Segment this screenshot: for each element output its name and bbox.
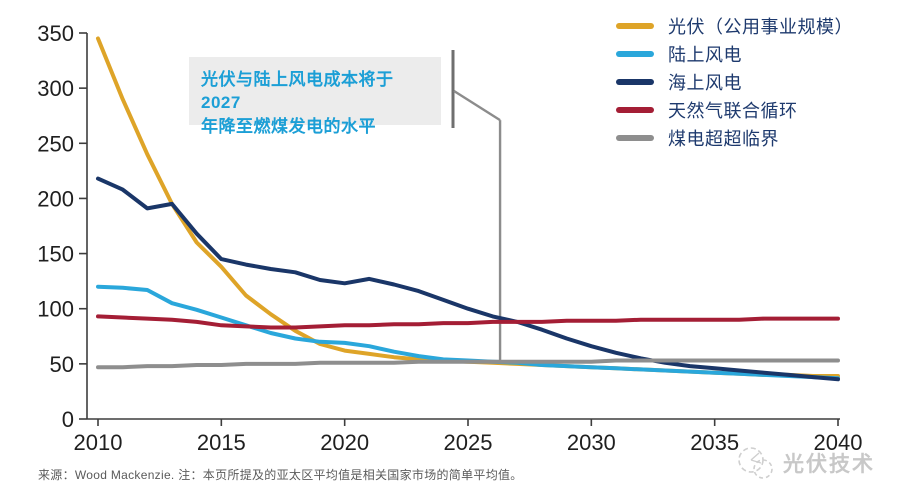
legend-label-solar-pv: 光伏（公用事业规模） bbox=[668, 17, 853, 37]
legend-swatch-offshore-wind bbox=[616, 79, 654, 85]
series-line-gas-ccgt bbox=[96, 314, 840, 330]
x-tick-label: 2030 bbox=[567, 430, 616, 455]
series-line-offshore-wind bbox=[96, 176, 840, 382]
legend: 光伏（公用事业规模） 陆上风电海上风电天然气联合循环 煤电超超临界 bbox=[616, 16, 853, 149]
x-tick-label: 2015 bbox=[197, 430, 246, 455]
y-tick-label: 300 bbox=[37, 76, 74, 101]
legend-label-gas-ccgt: 天然气联合循环 bbox=[668, 101, 798, 121]
annotation-text-line1: 光伏与陆上风电成本将于2027 bbox=[201, 70, 394, 113]
legend-label-offshore-wind: 海上风电 bbox=[668, 73, 742, 93]
series-line-coal-usc bbox=[96, 358, 840, 370]
y-tick-label: 100 bbox=[37, 297, 74, 322]
x-tick-label: 2025 bbox=[444, 430, 493, 455]
x-tick-label: 2040 bbox=[814, 430, 863, 455]
watermark: 光伏技术 bbox=[735, 446, 875, 480]
watermark-text: 光伏技术 bbox=[783, 453, 875, 476]
legend-swatch-gas-ccgt bbox=[616, 107, 654, 113]
y-tick-label: 350 bbox=[37, 21, 74, 46]
y-tick-label: 200 bbox=[37, 186, 74, 211]
legend-label-coal-usc: 煤电超超临界 bbox=[668, 129, 779, 149]
legend-swatch-onshore-wind bbox=[616, 51, 654, 57]
legend-item-gas-ccgt: 天然气联合循环 bbox=[616, 100, 853, 121]
y-tick-label: 50 bbox=[50, 352, 74, 377]
annotation-connector-line bbox=[453, 89, 501, 122]
legend-label-onshore-wind: 陆上风电 bbox=[668, 45, 742, 65]
x-tick-label: 2035 bbox=[690, 430, 739, 455]
cost-parity-annotation: 光伏与陆上风电成本将于2027 年降至燃煤发电的水平 bbox=[189, 57, 441, 136]
x-tick-label: 2010 bbox=[74, 430, 123, 455]
legend-item-offshore-wind: 海上风电 bbox=[616, 72, 853, 93]
source-note: 来源：Wood Mackenzie. 注：本页所提及的亚太区平均值是相关国家市场… bbox=[38, 468, 523, 482]
annotation-text-line2: 年降至燃煤发电的水平 bbox=[201, 116, 376, 136]
y-tick-label: 0 bbox=[62, 407, 74, 432]
legend-item-onshore-wind: 陆上风电 bbox=[616, 44, 853, 65]
fan-icon bbox=[738, 447, 773, 479]
legend-swatch-solar-pv bbox=[616, 23, 654, 29]
y-tick-label: 150 bbox=[37, 242, 74, 267]
y-tick-label: 250 bbox=[37, 131, 74, 156]
legend-swatch-coal-usc bbox=[616, 135, 654, 141]
x-tick-label: 2020 bbox=[320, 430, 369, 455]
legend-item-solar-pv: 光伏（公用事业规模） bbox=[616, 16, 853, 37]
legend-item-coal-usc: 煤电超超临界 bbox=[616, 128, 853, 149]
